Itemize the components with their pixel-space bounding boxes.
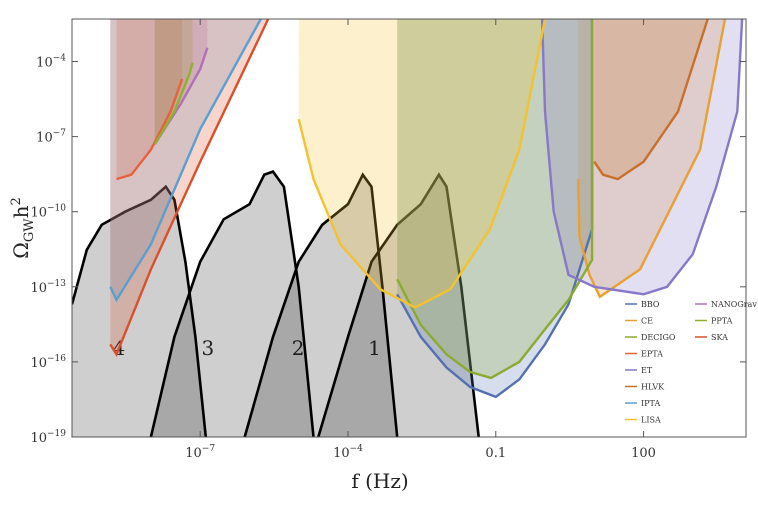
signals: 1234	[72, 170, 480, 437]
y-label-sup: 2	[9, 197, 24, 205]
sensitivity-curve	[540, 19, 744, 296]
signal-line	[72, 184, 208, 437]
legend-label: DECIGO	[641, 333, 676, 342]
tick-base: 10	[185, 446, 202, 461]
sensitivity-curve	[109, 19, 262, 303]
sensitivity-curve	[153, 62, 194, 145]
signal-label: 3	[201, 336, 214, 360]
tick-base: 10	[30, 356, 47, 371]
tick-label: 10−4	[333, 444, 363, 461]
signal-line	[243, 172, 399, 437]
y-label-rest: h	[9, 205, 33, 218]
tick-sup: −10	[47, 204, 66, 214]
tick-sup: −4	[350, 444, 364, 454]
legend-label: HLVK	[641, 383, 665, 392]
tick-label: 10−7	[36, 129, 66, 146]
sensitivity-curve	[593, 19, 709, 181]
tick-label: 100	[631, 446, 656, 461]
legend-label: BBO	[641, 300, 660, 309]
x-axis-label: f (Hz)	[351, 469, 408, 493]
y-label-sub: GW	[22, 218, 37, 242]
tick-label: 10−4	[36, 54, 66, 71]
tick-base: 10	[30, 431, 47, 446]
tick-label: 10−16	[30, 354, 66, 371]
sensitivity-region	[578, 19, 726, 297]
sensitivity-curve	[109, 19, 270, 358]
sensitivity-region	[397, 19, 593, 397]
sensitivity-curve	[577, 19, 727, 299]
sensitivity-region	[397, 19, 593, 378]
signal-area	[318, 174, 479, 437]
sensitivity-region	[154, 19, 193, 145]
sensitivity-region	[594, 19, 708, 180]
sensitivity-region	[110, 19, 261, 300]
sensitivity-curve	[116, 78, 184, 181]
tick-sup: −4	[53, 54, 67, 64]
legend-label: EPTA	[641, 350, 663, 359]
tick-label: 10−7	[185, 444, 215, 461]
legend-label: PPTA	[711, 317, 733, 326]
tick-label: 10−19	[30, 429, 66, 446]
axes: 10−7 10−4 0.1 10010−410−710−1010−1310−1610−…	[30, 18, 758, 461]
signal-area	[150, 171, 314, 437]
tick-sup: −16	[47, 354, 66, 364]
tick-base: 10	[30, 206, 47, 221]
plot-frame	[71, 18, 747, 438]
signal-line	[317, 172, 480, 437]
tick-sup: −19	[47, 429, 66, 439]
sensitivity-curve	[396, 19, 594, 399]
signal-label: 1	[368, 336, 381, 360]
y-label-main: Ω	[9, 242, 33, 259]
tick-label: 0.1	[485, 446, 506, 461]
tick-base: 10	[36, 56, 53, 71]
sensitivity-curve	[297, 19, 547, 309]
legend-label: ET	[641, 366, 653, 375]
tick-label: 10−10	[30, 204, 66, 221]
tick-base: 10	[36, 131, 53, 146]
tick-sup: −7	[53, 129, 67, 139]
tick-sup: −7	[202, 444, 216, 454]
signal-line	[149, 170, 315, 437]
legend-label: IPTA	[641, 399, 660, 408]
signal-area	[72, 186, 206, 437]
tick-base: 10	[30, 281, 47, 296]
curves	[109, 19, 744, 399]
tick-base: 10	[333, 446, 350, 461]
y-axis-label: ΩGWh2	[9, 197, 37, 259]
sensitivity-region	[298, 19, 546, 308]
legend-label: LISA	[641, 416, 661, 425]
signal-area	[244, 174, 398, 437]
legend-label: CE	[641, 317, 653, 326]
legend-label: SKA	[711, 333, 728, 342]
signal-label: 2	[292, 336, 305, 360]
sensitivity-region	[116, 19, 183, 180]
tick-sup: −13	[47, 279, 66, 289]
legend-label: NANOGrav11	[711, 300, 758, 309]
tick-label: 10−13	[30, 279, 66, 296]
